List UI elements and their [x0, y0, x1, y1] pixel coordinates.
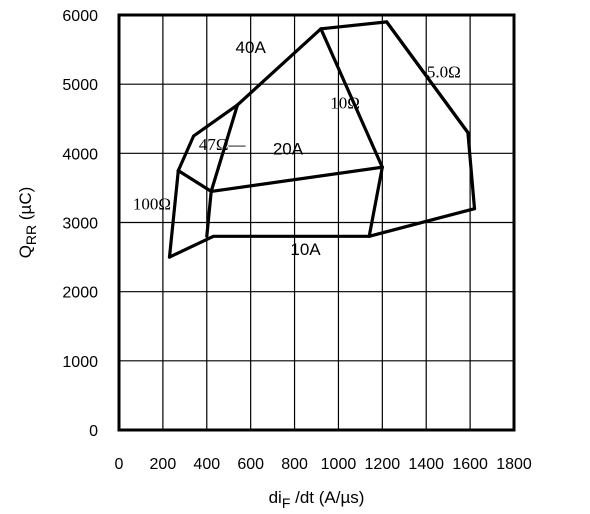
series-line-10a [167, 207, 477, 259]
x-axis-title-main: di [269, 488, 282, 507]
x-tick-label-400: 400 [193, 456, 220, 473]
annotation-47: 47Ω— [199, 135, 247, 154]
y-tick-label-6000: 6000 [62, 8, 98, 25]
series-line-20a [176, 165, 384, 193]
x-tick-label-1800: 1800 [496, 456, 532, 473]
annotation-5-0: 5.0Ω [427, 62, 461, 81]
x-tick-label-200: 200 [150, 456, 177, 473]
x-tick-label-800: 800 [281, 456, 308, 473]
x-tick-label-1000: 1000 [321, 456, 357, 473]
y-tick-label-5000: 5000 [62, 77, 98, 94]
annotation-10: 10Ω [330, 93, 360, 112]
series-layer [167, 20, 477, 259]
series-line-47 [205, 103, 240, 238]
y-tick-label-4000: 4000 [62, 146, 98, 163]
x-tick-label-600: 600 [237, 456, 264, 473]
y-tick-labels: 0 1000 2000 3000 4000 5000 6000 [62, 8, 98, 440]
x-axis-title: diF /dt (A/µs) [269, 488, 365, 511]
series-line-10 [319, 27, 384, 238]
x-tick-label-1600: 1600 [452, 456, 488, 473]
y-tick-label-2000: 2000 [62, 285, 98, 302]
series-line-5-0 [385, 20, 477, 211]
y-tick-label-1000: 1000 [62, 354, 98, 371]
plot-frame [117, 13, 516, 432]
x-tick-label-0: 0 [115, 456, 124, 473]
annotation-40a: 40A [236, 38, 267, 57]
x-axis-title-rest: /dt (A/µs) [290, 488, 364, 507]
y-axis-title-sub: RR [23, 225, 39, 245]
annotation-labels: 40A 5.0Ω 10Ω 47Ω— 20A 100Ω 10A [133, 38, 461, 259]
x-tick-label-1400: 1400 [408, 456, 444, 473]
series-line-100 [167, 169, 180, 259]
x-tick-labels: 0 200 400 600 800 1000 1200 1400 1600 1800 [115, 456, 532, 473]
annotation-20a: 20A [273, 140, 304, 159]
y-axis-title-rest: (µC) [16, 187, 35, 225]
y-axis-title-main: Q [16, 245, 35, 258]
x-tick-label-1200: 1200 [365, 456, 401, 473]
y-tick-label-3000: 3000 [62, 216, 98, 233]
annotation-10a: 10A [290, 240, 321, 259]
y-axis-title: QRR (µC) [16, 187, 39, 259]
y-tick-label-0: 0 [89, 423, 98, 440]
x-axis-title-sub: F [282, 495, 291, 511]
annotation-100: 100Ω [133, 194, 171, 213]
